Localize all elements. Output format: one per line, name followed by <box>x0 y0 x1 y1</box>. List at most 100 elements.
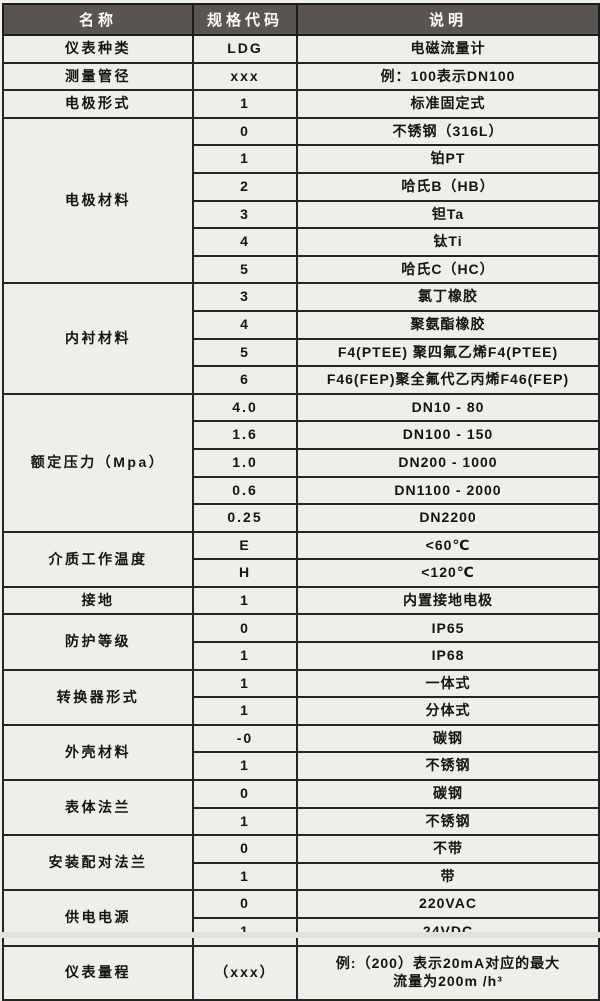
spec-desc-cell: 不锈钢（316L） <box>296 116 600 147</box>
spec-name-cell: 仪表种类 <box>2 34 194 64</box>
spec-code-cell: 0 <box>192 834 298 864</box>
spec-code-cell: 1 <box>192 806 298 837</box>
spec-sheet-page: 名称 规格代码 说明 仪表种类 LDG 电磁流量计 测量管径 xxx 例：100表示DN1… <box>0 3 600 1001</box>
spec-desc-cell: 不锈钢 <box>296 751 600 782</box>
page-bottom-strip <box>0 932 600 938</box>
table-row: 1 不锈钢 <box>3 751 600 782</box>
spec-code-cell: 1 <box>192 751 298 782</box>
table-row: 电极形式 1 标准固定式 <box>2 89 600 119</box>
spec-code-cell: xxx <box>192 61 298 92</box>
table-row: 1 不锈钢 <box>3 806 600 837</box>
table-row: 5 F4(PTEE) 聚四氟乙烯F4(PTEE) <box>3 337 600 368</box>
table-row: 4 聚氨酯橡胶 <box>3 309 600 340</box>
table-row: 仪表种类 LDG 电磁流量计 <box>2 34 600 64</box>
spec-code-cell: 1 <box>192 89 298 119</box>
table-row: 1 分体式 <box>3 696 600 726</box>
table-row: 仪表量程 （xxx） 例:（200）表示20mA对应的最大 流量为200m /h³ <box>2 944 600 1001</box>
spec-desc-cell: 一体式 <box>296 668 600 699</box>
spec-desc-cell: DN10 - 80 <box>296 392 600 423</box>
spec-name-cell: 接地 <box>2 585 194 616</box>
spec-code-cell: 1 <box>192 668 298 699</box>
table-row: 安装配对法兰 0 不带 <box>2 834 600 892</box>
spec-desc-cell: DN200 - 1000 <box>296 447 600 478</box>
spec-name-cell: 额定压力（Mpa） <box>2 392 194 533</box>
spec-code-cell: 5 <box>192 254 298 285</box>
spec-desc-cell: <120℃ <box>296 558 600 588</box>
table-row: 外壳材料 -0 碳钢 <box>2 723 600 782</box>
spec-desc-cell: 铂PT <box>296 144 600 174</box>
spec-name-cell: 表体法兰 <box>2 779 194 837</box>
table-row: 转换器形式 1 一体式 <box>2 668 600 726</box>
spec-code-cell: （xxx） <box>192 944 298 1001</box>
spec-desc-cell: 例：100表示DN100 <box>296 61 600 92</box>
spec-code-cell: LDG <box>192 34 298 64</box>
table-row: 额定压力（Mpa） 4.0 DN10 - 80 <box>2 392 600 533</box>
spec-code-cell: 0.25 <box>192 503 298 533</box>
spec-code-cell: 0 <box>192 116 298 147</box>
spec-code-cell: E <box>192 530 298 561</box>
spec-desc-cell: F4(PTEE) 聚四氟乙烯F4(PTEE) <box>296 337 600 368</box>
spec-desc-cell: 碳钢 <box>296 723 600 754</box>
spec-name-cell: 内衬材料 <box>2 282 194 395</box>
spec-code-cell: 1 <box>192 641 298 671</box>
table-row: 0.6 DN1100 - 2000 <box>3 475 600 506</box>
spec-desc-cell: 电磁流量计 <box>296 34 600 64</box>
spec-desc-cell: 聚氨酯橡胶 <box>296 309 600 340</box>
spec-desc-cell: 钽Ta <box>296 199 600 230</box>
spec-desc-cell: 哈氏B（HB） <box>296 171 600 202</box>
spec-code-cell: 1 <box>192 144 298 174</box>
spec-code-cell: 1 <box>192 696 298 726</box>
table-row: 1 铂PT <box>3 144 600 174</box>
spec-code-cell: H <box>192 558 298 588</box>
spec-desc-cell: 不带 <box>296 834 600 864</box>
table-row: 表体法兰 0 碳钢 <box>2 779 600 837</box>
spec-desc-cell: 标准固定式 <box>296 89 600 119</box>
table-row: 3 钽Ta <box>3 199 600 230</box>
spec-name-cell: 转换器形式 <box>2 668 194 726</box>
spec-desc-cell: 氯丁橡胶 <box>296 282 600 312</box>
spec-table-body: 仪表种类 LDG 电磁流量计 测量管径 xxx 例：100表示DN100 电极形式 1 标准固定… <box>2 34 600 1001</box>
spec-code-cell: 0 <box>192 889 298 919</box>
spec-desc-cell: DN1100 - 2000 <box>296 475 600 506</box>
spec-code-cell: 3 <box>192 199 298 230</box>
spec-name-cell: 介质工作温度 <box>2 530 194 588</box>
table-row: 内衬材料 3 氯丁橡胶 <box>2 282 600 395</box>
table-row: 1.0 DN200 - 1000 <box>3 447 600 478</box>
table-header-row: 名称 规格代码 说明 <box>2 3 600 36</box>
spec-name-cell: 安装配对法兰 <box>2 834 194 892</box>
spec-desc-cell: <60℃ <box>296 530 600 561</box>
spec-name-cell: 仪表量程 <box>2 944 194 1001</box>
spec-desc-cell: F46(FEP)聚全氟代乙丙烯F46(FEP) <box>296 365 600 395</box>
spec-code-cell: 1 <box>192 861 298 892</box>
spec-code-cell: 4 <box>192 309 298 340</box>
spec-desc-cell: IP68 <box>296 641 600 671</box>
spec-code-cell: 0 <box>192 613 298 644</box>
flowmeter-spec-table: 名称 规格代码 说明 仪表种类 LDG 电磁流量计 测量管径 xxx 例：100表示DN1… <box>2 3 600 1001</box>
spec-desc-cell: 哈氏C（HC） <box>296 254 600 285</box>
spec-name-cell: 电极形式 <box>2 89 194 119</box>
spec-desc-cell: IP65 <box>296 613 600 644</box>
table-row: 供电电源 0 220VAC <box>2 889 600 947</box>
spec-code-cell: 5 <box>192 337 298 368</box>
column-header-desc: 说明 <box>296 3 600 36</box>
table-row: 5 哈氏C（HC） <box>3 254 600 285</box>
spec-name-cell: 防护等级 <box>2 613 194 671</box>
spec-name-cell: 测量管径 <box>2 61 194 92</box>
table-row: 6 F46(FEP)聚全氟代乙丙烯F46(FEP) <box>3 365 600 395</box>
spec-code-cell: 0.6 <box>192 475 298 506</box>
spec-code-cell: -0 <box>192 723 298 754</box>
spec-name-cell: 外壳材料 <box>2 723 194 782</box>
table-row: 1 IP68 <box>3 641 600 671</box>
table-row: 0.25 DN2200 <box>3 503 600 533</box>
table-row: 介质工作温度 E <60℃ <box>2 530 600 588</box>
spec-desc-cell: 220VAC <box>296 889 600 919</box>
column-header-name: 名称 <box>2 3 194 36</box>
table-row: 2 哈氏B（HB） <box>3 171 600 202</box>
spec-desc-cell: DN2200 <box>296 503 600 533</box>
spec-code-cell: 1.0 <box>192 447 298 478</box>
spec-code-cell: 4.0 <box>192 392 298 423</box>
table-row: 电极材料 0 不锈钢（316L） <box>2 116 600 285</box>
spec-desc-cell: 例:（200）表示20mA对应的最大 流量为200m /h³ <box>296 944 600 1001</box>
spec-code-cell: 1.6 <box>192 420 298 450</box>
table-row: 测量管径 xxx 例：100表示DN100 <box>2 61 600 92</box>
